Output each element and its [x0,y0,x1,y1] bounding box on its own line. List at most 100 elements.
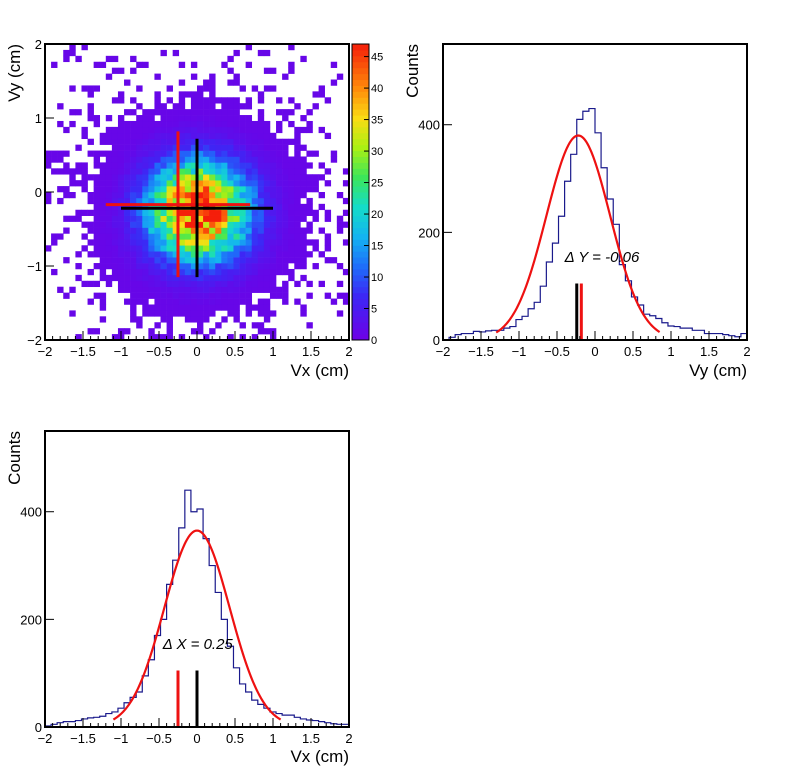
heatmap-cell [117,156,125,163]
heatmap-cell [203,192,210,199]
heatmap-cell [294,180,301,187]
heatmap-cell [172,310,180,317]
heatmap-cell [184,209,192,216]
heatmap-cell [239,227,246,234]
heatmap-cell [221,168,228,175]
heatmap-cell [190,298,198,305]
heatmap-cell [63,292,70,299]
heatmap-cell [306,221,313,228]
heatmap-cell [215,251,222,258]
heatmap-cell [269,203,277,211]
heatmap-cell [111,97,119,104]
heatmap-cell [197,115,204,122]
heatmap-cell [148,138,155,145]
delta-x-annotation: Δ X = 0.25 [162,636,234,653]
heatmap-cell [233,132,240,140]
heatmap-cell [99,215,107,222]
heatmap-cell [148,263,155,270]
heatmap-cell [160,310,167,317]
heatmap-cell [294,126,301,134]
heatmap-cell [276,292,283,299]
heatmap-cell [184,292,192,299]
heatmap-cell [209,280,216,288]
heatmap-cell [130,144,137,151]
heatmap-cell [197,221,204,228]
heatmap-cell [136,268,143,276]
heatmap-cell [154,91,161,98]
heatmap-cell [111,334,119,341]
x-tick-label: 0 [591,344,598,359]
heatmap-cell [148,239,155,246]
heatmap-cell [276,156,283,163]
heatmap-cell [318,91,325,98]
heatmap-cell [263,286,271,293]
heatmap-cell [294,227,301,234]
heatmap-cell [184,192,192,199]
heatmap-cell [269,310,277,317]
heatmap-cell [197,144,204,151]
heatmap-cell [197,97,204,104]
heatmap-cell [221,150,228,157]
heatmap-cell [257,120,265,128]
heatmap-cell [111,209,119,216]
heatmap-cell [251,197,259,205]
heatmap-cell [276,227,283,234]
heatmap-cell [166,192,173,199]
heatmap-cell [87,109,94,116]
heatmap-cell [148,109,155,116]
heatmap-cell [87,85,94,92]
heatmap-cell [160,120,167,128]
heatmap-cell [63,168,70,175]
heatmap-cell [105,245,113,252]
heatmap-cell [245,61,253,68]
heatmap-cell [148,245,155,252]
heatmap-cell [245,97,253,104]
heatmap-cell [227,186,234,193]
heatmap-cell [130,138,137,145]
heatmap-cell [105,203,113,211]
heatmap-cell [178,245,186,252]
heatmap-cell [160,115,167,122]
heatmap-cell [294,150,301,157]
heatmap-cell [99,197,107,205]
heatmap-cell [257,174,265,181]
heatmap-cell [288,239,295,246]
heatmap-cell [130,227,137,234]
heatmap-cell [239,274,246,282]
heatmap-cell [117,274,125,282]
heatmap-cell [221,227,228,234]
heatmap-cell [148,180,155,187]
color-scale-segment [352,168,369,175]
heatmap-cell [306,109,313,116]
heatmap-cell [209,274,216,282]
heatmap-cell [178,91,186,98]
heatmap-cell [251,144,259,151]
x-tick-label: −1 [512,344,527,359]
heatmap-cell [184,280,192,288]
heatmap-cell [276,109,283,116]
heatmap-cell [209,120,216,128]
color-scale-segment [352,115,369,122]
heatmap-cell [190,162,198,169]
heatmap-cell [233,97,240,104]
heatmap-cell [288,109,295,116]
heatmap-cell [136,120,143,128]
heatmap-cell [288,168,295,175]
color-scale-segment [352,186,369,193]
heatmap-cell [197,257,204,264]
heatmap-cell [330,61,338,68]
heatmap-cell [197,233,204,240]
heatmap-cell [154,257,161,264]
color-scale: 0 5 10 15 20 25 30 35 40 45 [351,43,383,347]
heatmap-cell [124,168,131,175]
heatmap-cell [93,233,101,240]
heatmap-cell [136,85,143,92]
heatmap-cell [184,274,192,282]
heatmap-cell [142,221,149,228]
x-tick-label: 2 [743,344,750,359]
heatmap-cell [209,91,216,98]
heatmap-cell [227,97,234,104]
heatmap-cell [51,233,58,240]
heatmap-cell [245,209,253,216]
